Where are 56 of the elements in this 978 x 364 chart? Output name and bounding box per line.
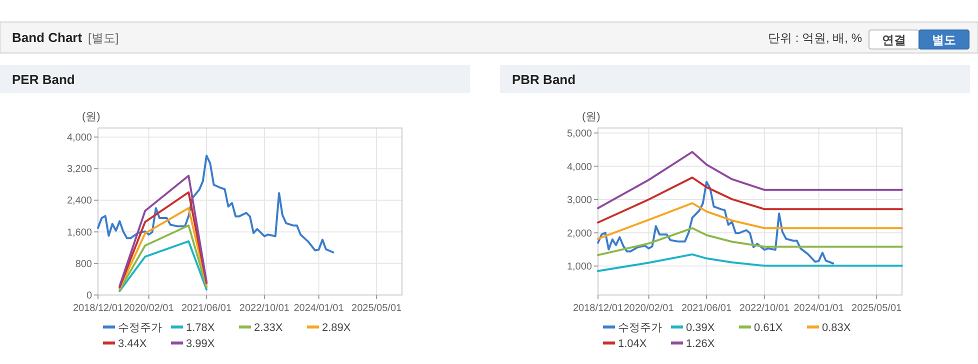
x-tick-label: 2021/06/01 (682, 303, 732, 314)
y-axis-title: (원) (582, 111, 600, 123)
y-tick-label: 800 (75, 258, 92, 270)
y-tick-label: 4,000 (566, 162, 592, 173)
legend-label: 2.89X (322, 322, 352, 334)
x-tick-label: 2020/02/01 (624, 303, 674, 314)
line-series (118, 224, 208, 291)
legend-label: 1.26X (686, 338, 716, 350)
text: 단위 : 억원, 배, % (768, 31, 862, 45)
x-tick-label: 2024/01/01 (794, 303, 844, 314)
legend-label: 수정주가 (618, 322, 662, 334)
x-tick-label: 2018/12/01 (72, 303, 124, 314)
legend-label: 0.61X (754, 322, 784, 334)
text: 연결 (882, 33, 906, 47)
x-tick-label: 2021/06/01 (182, 303, 232, 314)
y-axis-title: (원) (82, 111, 100, 123)
line-series (118, 174, 208, 288)
y-tick-label: 0 (86, 290, 92, 302)
line-series (118, 207, 208, 290)
x-tick-label: 2025/05/01 (352, 303, 402, 314)
x-tick-label: 2022/10/01 (739, 303, 790, 314)
legend-label: 1.04X (618, 338, 648, 350)
x-tick-label: 2022/10/01 (239, 303, 290, 314)
x-tick-label: 2018/12/01 (572, 303, 624, 314)
chart-title: PER Band (12, 72, 75, 87)
legend-label: 3.44X (118, 338, 148, 350)
legend-label: 3.99X (186, 338, 216, 350)
legend-label: 0.83X (822, 322, 852, 334)
y-tick-label: 2,400 (66, 196, 92, 207)
text: [별도] (88, 31, 119, 45)
y-tick-label: 4,000 (66, 132, 92, 144)
legend-label: 2.33X (254, 322, 284, 334)
line-series (597, 150, 903, 210)
y-tick-label: 2,000 (566, 228, 592, 240)
x-tick-label: 2025/05/01 (852, 303, 902, 314)
line-series (597, 227, 903, 256)
y-tick-label: 3,000 (566, 195, 592, 206)
y-tick-label: 3,200 (66, 164, 92, 176)
y-tick-label: 1,600 (66, 227, 92, 238)
line-series (597, 202, 903, 240)
line-series (118, 191, 208, 288)
legend-label: 수정주가 (118, 322, 162, 334)
x-tick-label: 2020/02/01 (124, 303, 174, 314)
line-series (597, 180, 834, 264)
chart-title: PBR Band (512, 72, 576, 87)
line-series (597, 253, 903, 272)
legend-label: 0.39X (686, 322, 716, 334)
y-tick-label: 1,000 (566, 262, 592, 273)
legend-label: 1.78X (186, 322, 216, 334)
line-series (597, 176, 903, 224)
text: 별도 (932, 33, 956, 47)
x-tick-label: 2024/01/01 (294, 303, 344, 314)
y-tick-label: 5,000 (566, 128, 592, 140)
line-series (97, 154, 334, 254)
line-series (118, 240, 208, 292)
text: Band Chart (12, 30, 83, 45)
